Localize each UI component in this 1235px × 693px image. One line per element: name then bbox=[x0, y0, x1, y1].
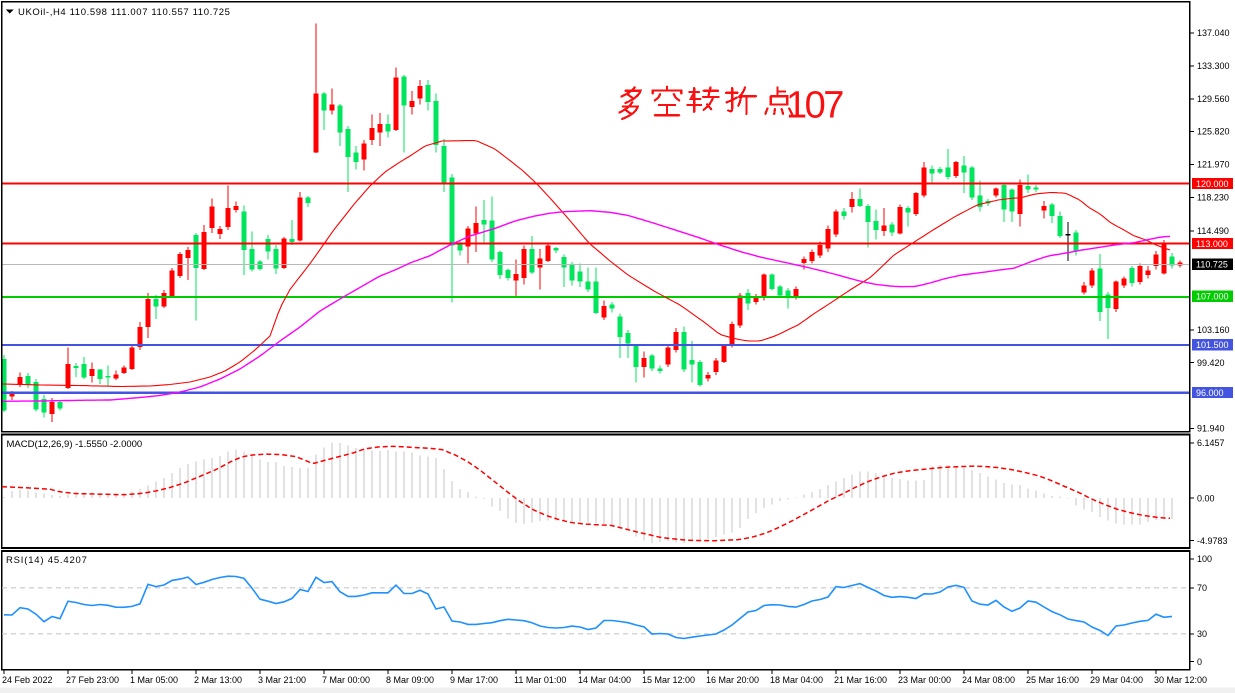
svg-text:107.000: 107.000 bbox=[1196, 292, 1229, 302]
svg-text:18 Mar 04:00: 18 Mar 04:00 bbox=[770, 675, 823, 685]
svg-text:0: 0 bbox=[1197, 657, 1202, 667]
svg-text:121.970: 121.970 bbox=[1197, 160, 1230, 170]
svg-text:99.420: 99.420 bbox=[1197, 358, 1225, 368]
svg-text:29 Mar 04:00: 29 Mar 04:00 bbox=[1090, 675, 1143, 685]
svg-text:21 Mar 16:00: 21 Mar 16:00 bbox=[834, 675, 887, 685]
svg-text:7 Mar 00:00: 7 Mar 00:00 bbox=[322, 675, 370, 685]
svg-text:23 Mar 00:00: 23 Mar 00:00 bbox=[898, 675, 951, 685]
svg-text:129.560: 129.560 bbox=[1197, 94, 1230, 104]
svg-text:MACD(12,26,9) -1.5550 -2.0000: MACD(12,26,9) -1.5550 -2.0000 bbox=[7, 439, 143, 450]
svg-text:103.160: 103.160 bbox=[1197, 325, 1230, 335]
svg-text:125.820: 125.820 bbox=[1197, 127, 1230, 137]
svg-text:120.000: 120.000 bbox=[1196, 179, 1229, 189]
svg-text:25 Mar 16:00: 25 Mar 16:00 bbox=[1026, 675, 1079, 685]
svg-text:2 Mar 13:00: 2 Mar 13:00 bbox=[194, 675, 242, 685]
svg-text:15 Mar 12:00: 15 Mar 12:00 bbox=[642, 675, 695, 685]
svg-text:133.300: 133.300 bbox=[1197, 61, 1230, 71]
svg-text:30: 30 bbox=[1197, 629, 1207, 639]
svg-text:70: 70 bbox=[1197, 583, 1207, 593]
svg-text:6.1457: 6.1457 bbox=[1197, 438, 1225, 448]
svg-text:RSI(14) 45.4207: RSI(14) 45.4207 bbox=[6, 555, 88, 566]
svg-text:100: 100 bbox=[1197, 554, 1212, 564]
svg-text:9 Mar 17:00: 9 Mar 17:00 bbox=[450, 675, 498, 685]
svg-text:14 Mar 04:00: 14 Mar 04:00 bbox=[578, 675, 631, 685]
svg-text:24 Mar 08:00: 24 Mar 08:00 bbox=[962, 675, 1015, 685]
svg-text:137.040: 137.040 bbox=[1197, 28, 1230, 38]
svg-text:91.940: 91.940 bbox=[1197, 424, 1225, 434]
svg-text:113.000: 113.000 bbox=[1196, 239, 1228, 249]
svg-text:16 Mar 20:00: 16 Mar 20:00 bbox=[706, 675, 759, 685]
svg-text:30 Mar 12:00: 30 Mar 12:00 bbox=[1154, 675, 1207, 685]
svg-text:27 Feb 23:00: 27 Feb 23:00 bbox=[66, 675, 119, 685]
svg-text:UKOil-,H4 110.598 111.007 110: UKOil-,H4 110.598 111.007 110.557 110.72… bbox=[18, 7, 231, 18]
svg-text:-4.9783: -4.9783 bbox=[1197, 536, 1228, 546]
svg-text:1 Mar 05:00: 1 Mar 05:00 bbox=[130, 675, 178, 685]
svg-text:118.230: 118.230 bbox=[1197, 193, 1229, 203]
svg-text:24 Feb 2022: 24 Feb 2022 bbox=[2, 675, 53, 685]
svg-text:96.000: 96.000 bbox=[1196, 388, 1224, 398]
svg-text:101.500: 101.500 bbox=[1196, 340, 1229, 350]
svg-text:110.725: 110.725 bbox=[1196, 260, 1228, 270]
svg-text:3 Mar 21:00: 3 Mar 21:00 bbox=[258, 675, 306, 685]
svg-text:11 Mar 01:00: 11 Mar 01:00 bbox=[514, 675, 566, 685]
svg-text:8 Mar 09:00: 8 Mar 09:00 bbox=[386, 675, 434, 685]
svg-text:107: 107 bbox=[786, 85, 843, 127]
svg-text:114.490: 114.490 bbox=[1197, 226, 1229, 236]
svg-text:0.00: 0.00 bbox=[1197, 493, 1215, 503]
